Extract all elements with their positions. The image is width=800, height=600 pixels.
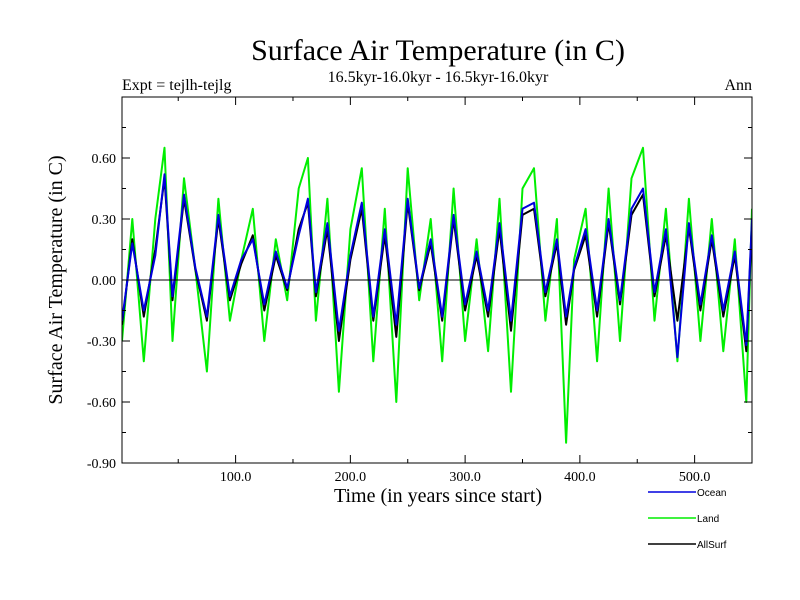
x-axis-label: Time (in years since start) <box>334 485 542 507</box>
chart-subtitle: 16.5kyr-16.0kyr - 16.5kyr-16.0kyr <box>328 69 549 86</box>
series-layer <box>122 146 752 444</box>
period-label: Ann <box>724 77 752 94</box>
axis-ticks: 100.0 200.0 300.0 400.0 500.0 -0.90 -0.60 -0.30… <box>87 97 753 485</box>
x-tick-label: 200.0 <box>335 470 367 485</box>
y-tick-label: 0.30 <box>92 213 117 228</box>
chart-title: Surface Air Temperature (in C) <box>251 34 625 67</box>
legend-label-land: Land <box>697 514 719 525</box>
series-line-ocean <box>122 173 752 359</box>
series-line-allsurf <box>122 177 752 353</box>
experiment-label: Expt = tejlh-tejlg <box>122 77 231 94</box>
y-tick-label: 0.00 <box>92 274 117 289</box>
y-tick-label: -0.90 <box>87 457 116 472</box>
y-axis-label: Surface Air Temperature (in C) <box>45 155 67 404</box>
x-tick-label: 100.0 <box>220 470 252 485</box>
legend-label-ocean: Ocean <box>697 488 726 499</box>
legend: Ocean Land AllSurf <box>648 488 727 551</box>
series-line-land <box>122 146 752 444</box>
legend-label-allsurf: AllSurf <box>697 540 727 551</box>
y-tick-label: -0.30 <box>87 335 116 350</box>
x-tick-label: 500.0 <box>679 470 711 485</box>
x-tick-label: 400.0 <box>564 470 596 485</box>
y-tick-label: 0.60 <box>92 152 117 167</box>
x-tick-label: 300.0 <box>449 470 481 485</box>
y-tick-label: -0.60 <box>87 396 116 411</box>
